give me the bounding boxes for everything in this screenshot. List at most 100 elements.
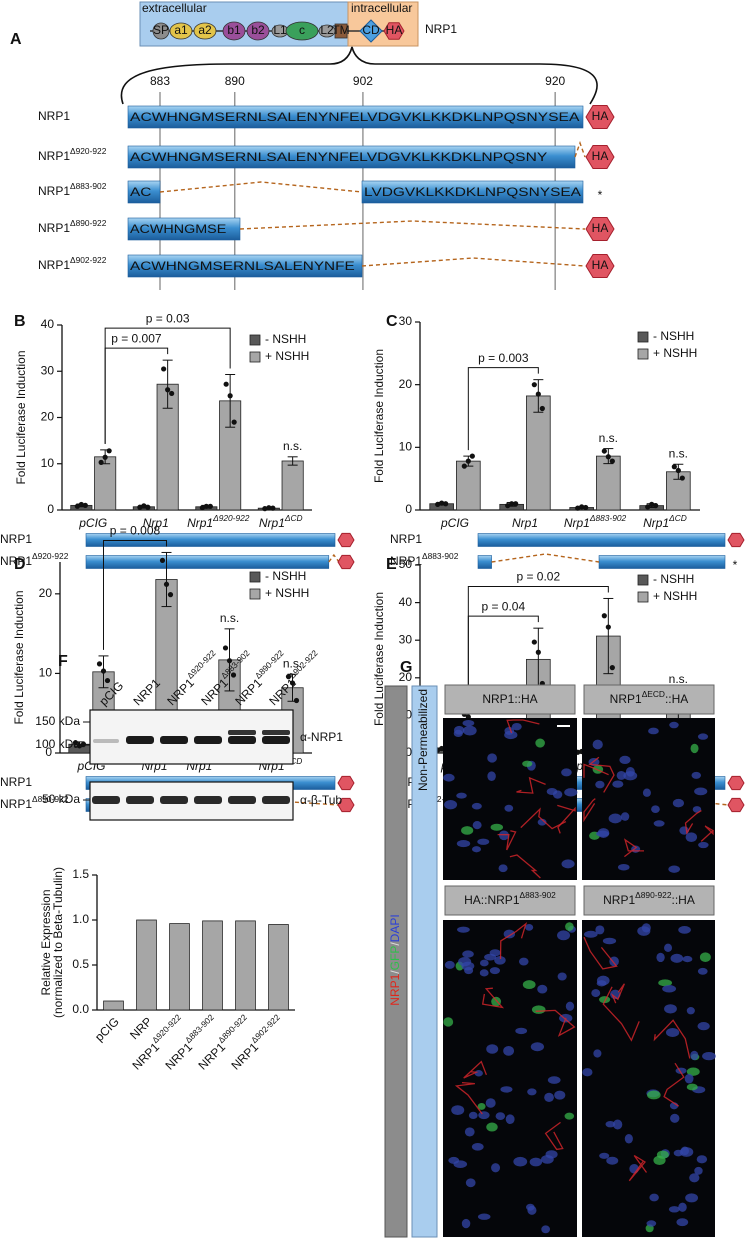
nucleus (529, 1157, 543, 1167)
nucleus (648, 727, 659, 735)
nucleus (565, 922, 574, 931)
membrane-signal (516, 776, 546, 794)
nucleus (697, 1022, 710, 1031)
data-point (605, 454, 611, 460)
stain-part: GFP (388, 946, 402, 971)
membrane-signal (610, 983, 625, 1004)
nucleus (656, 1150, 669, 1159)
nucleus (484, 953, 497, 961)
sequence-text: ACWHNGMSERNLSALENYNFELVDGVKLKKDKLNPQSNYS… (130, 110, 579, 124)
membrane-signal (583, 763, 609, 778)
data-point (102, 454, 108, 460)
nucleus (669, 721, 679, 729)
nucleus (513, 1156, 528, 1167)
ha-tag (337, 554, 355, 570)
y-tick-label: 30 (399, 314, 413, 328)
data-point (531, 382, 537, 388)
membrane-signal (506, 719, 540, 734)
membrane-signal (509, 854, 541, 879)
domain-label: a2 (198, 23, 212, 37)
legend-label: + NSHH (265, 349, 309, 363)
nucleus (608, 813, 622, 824)
deletion-dash (239, 220, 586, 230)
x-tick-label: Nrp1ΔCD (643, 513, 687, 530)
panel-letter: D (14, 556, 26, 573)
data-point (535, 391, 541, 397)
y-tick-label: 0 (405, 745, 412, 759)
nucleus (491, 996, 502, 1007)
nucleus (686, 1067, 700, 1076)
nucleus (504, 804, 514, 812)
data-point (137, 504, 143, 510)
data-point (199, 505, 205, 511)
legend-label: - NSHH (653, 329, 694, 343)
band (92, 796, 120, 804)
nucleus (680, 1146, 690, 1156)
region-label: intracellular (351, 1, 412, 15)
nucleus (605, 1120, 616, 1128)
ha-tag (585, 217, 615, 241)
nucleus (464, 1127, 475, 1137)
data-point (266, 505, 272, 511)
nucleus (544, 1092, 554, 1102)
x-tick-label: Nrp1Δ883-902 (564, 513, 627, 530)
bar (103, 1000, 124, 1011)
nucleus (485, 1098, 496, 1108)
membrane-signal (463, 1060, 488, 1079)
nucleus (690, 1050, 699, 1061)
stain-label: NRP1/GFP/DAPI (388, 914, 402, 1005)
condition-label: Non-Permeabilized (416, 689, 430, 791)
image-title: NRP1::HA (482, 692, 537, 706)
nucleus (606, 1156, 619, 1165)
intracellular-box (347, 1, 419, 47)
marker-label: 150 kDa (35, 714, 80, 728)
data-point (100, 668, 107, 674)
legend-swatch (637, 348, 649, 360)
nucleus (561, 859, 575, 869)
stain-part: NRP1 (388, 973, 402, 1005)
band (194, 796, 222, 804)
nucleus (678, 926, 691, 934)
nucleus (647, 1090, 661, 1100)
y-tick-label: 1.0 (72, 912, 89, 926)
data-point (531, 639, 537, 645)
header-box (444, 684, 576, 715)
ha-tag (337, 532, 355, 548)
band (228, 736, 256, 744)
nucleus (461, 1218, 471, 1229)
nucleus (691, 771, 702, 779)
nucleus (527, 1205, 537, 1215)
nucleus (599, 996, 611, 1004)
data-point (653, 503, 659, 509)
region-label: extracellular (142, 1, 207, 15)
nucleus (443, 773, 455, 782)
row-name: NRP1 (38, 109, 70, 123)
nucleus (444, 960, 455, 969)
y-axis-label: Relative Expression (39, 889, 53, 995)
x-tick-label: pCIG (440, 516, 469, 530)
data-point (74, 503, 80, 509)
panel-letter: E (386, 556, 397, 573)
data-point (535, 649, 541, 655)
nucleus (474, 1070, 483, 1077)
ha-label: HA (592, 221, 609, 235)
nucleus (546, 787, 558, 796)
domain-label: b2 (251, 23, 265, 37)
nucleus (461, 961, 475, 971)
nucleus (498, 864, 508, 873)
construct-bar (85, 533, 336, 547)
nucleus (471, 802, 482, 810)
data-point (679, 475, 685, 481)
nucleus (462, 950, 474, 958)
p-value: p = 0.03 (146, 311, 190, 325)
data-point (141, 503, 147, 509)
nucleus (641, 923, 651, 933)
nucleus (541, 1154, 554, 1164)
nucleus (477, 1102, 486, 1110)
domain-label: b1 (227, 23, 241, 37)
ha-tag (585, 254, 615, 278)
domain-label: SP (153, 23, 169, 37)
data-point (98, 459, 104, 465)
nucleus (477, 1213, 491, 1220)
domain (169, 22, 193, 40)
